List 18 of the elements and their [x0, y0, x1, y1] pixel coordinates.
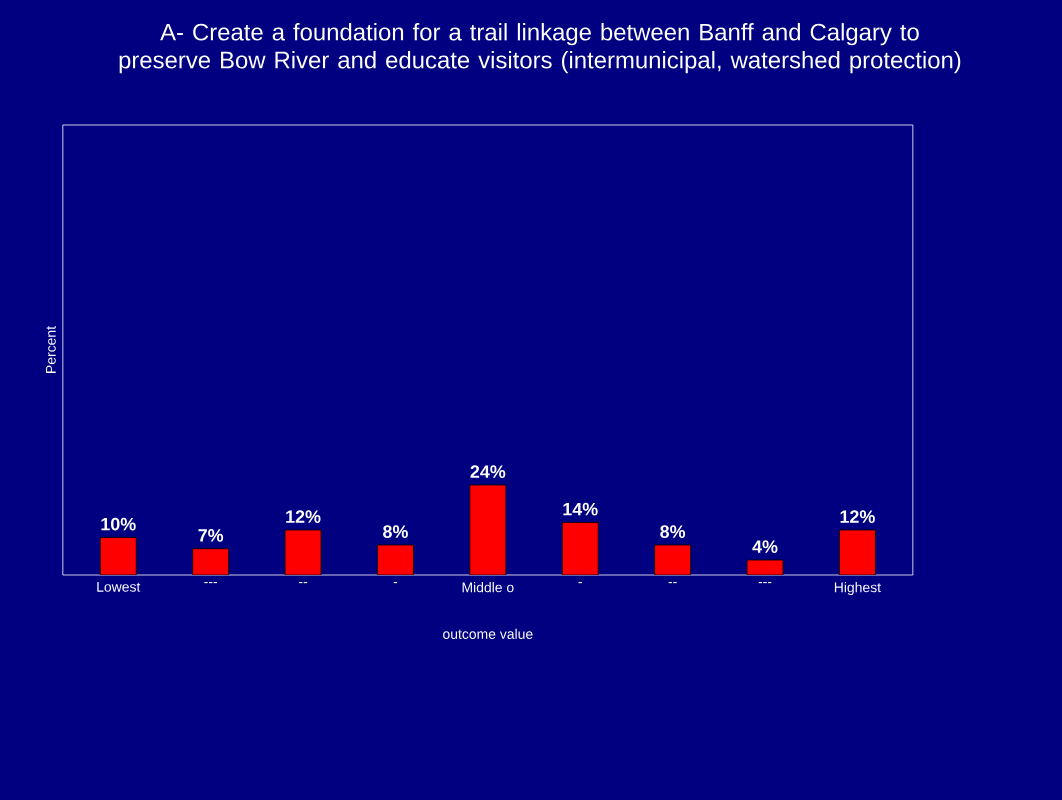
data-label: 8% [383, 525, 408, 538]
bar [377, 544, 414, 575]
bar [99, 537, 137, 575]
data-label: 7% [198, 529, 224, 542]
data-label: 10% [101, 517, 136, 531]
bar [839, 529, 876, 575]
data-label: 24% [470, 465, 506, 478]
data-label: 4% [752, 540, 778, 553]
bar [561, 522, 599, 575]
data-label: 14% [563, 502, 598, 516]
data-label: 12% [286, 510, 321, 523]
data-label: 8% [660, 525, 686, 538]
bar [192, 548, 229, 575]
bar [654, 544, 692, 575]
chart-title: A- Create a foundation for a trail linkage between Banff and Calgary to preserve Bow River and educate visitors (intermunicipal, watershed protection) [119, 23, 961, 74]
data-label: 12% [840, 510, 875, 523]
bar [284, 529, 322, 575]
bar [469, 484, 507, 575]
